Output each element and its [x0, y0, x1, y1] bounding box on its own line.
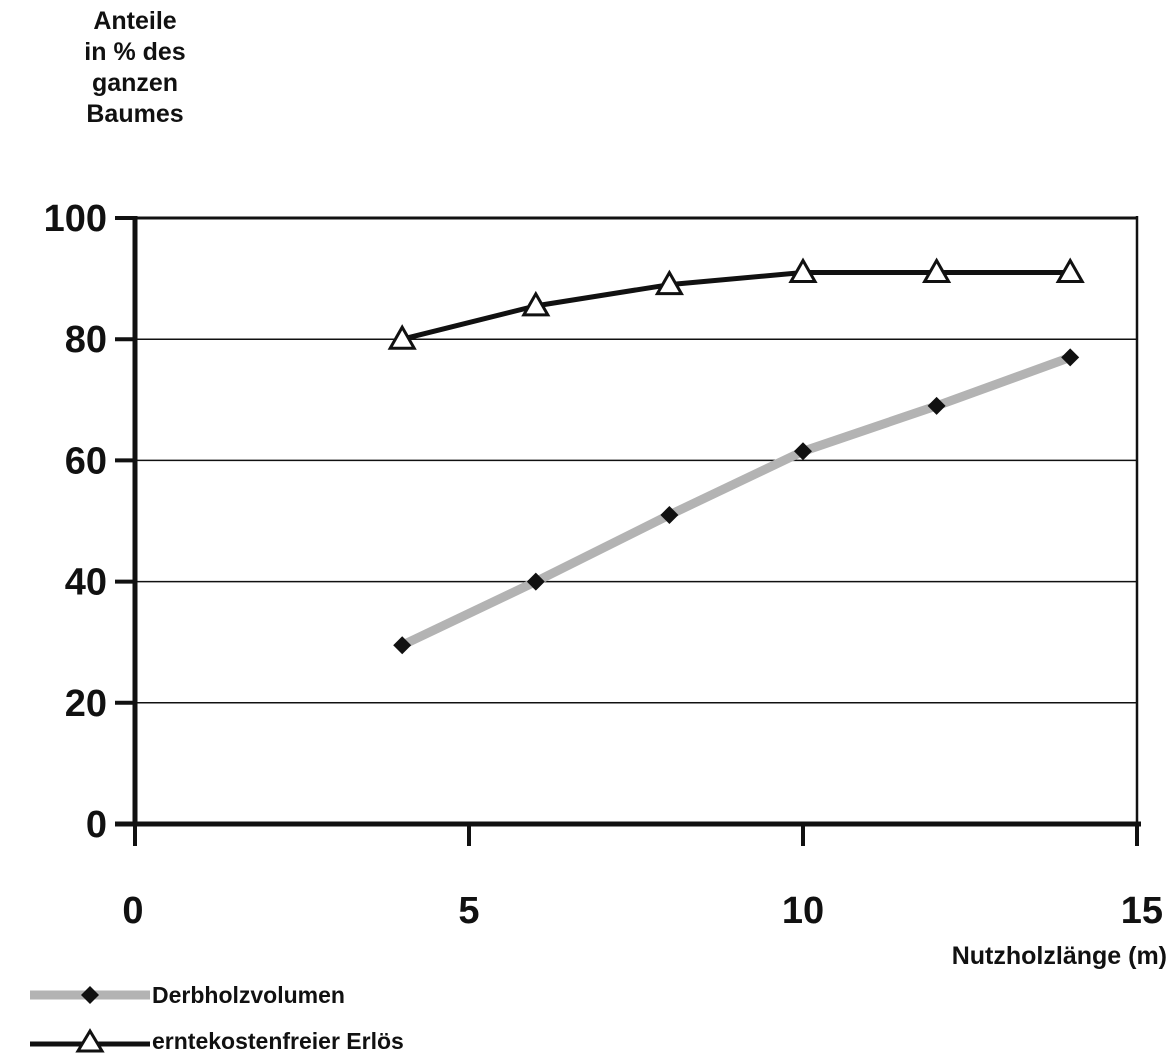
y-tick-label-20: 20	[65, 683, 107, 725]
series-0-point-4	[927, 396, 946, 415]
y-tick-label-100: 100	[44, 198, 107, 240]
gridlines	[135, 216, 1137, 704]
legend-label-derbholzvolumen: Derbholzvolumen	[152, 981, 345, 1008]
series-0-point-1	[526, 572, 545, 591]
tick-labels: 0 20 40 60 80 100 0 5 10 15	[44, 198, 1163, 932]
x-tick-label-10: 10	[782, 890, 824, 932]
legend-item-erntekostenfreier-erloes: erntekostenfreier Erlös	[30, 1026, 404, 1056]
series-1-point-0	[387, 324, 417, 350]
legend-label-erntekostenfreier-erloes: erntekostenfreier Erlös	[152, 1027, 404, 1054]
series-1-point-2	[654, 269, 684, 296]
series-0-line	[397, 352, 1075, 650]
x-axis-label: Nutzholzlänge (m)	[951, 942, 1167, 970]
series-1-line	[401, 270, 1071, 342]
x-tick-label-0: 0	[122, 890, 143, 932]
y-tick-label-0: 0	[86, 804, 107, 846]
series-1-point-1	[521, 290, 551, 317]
series-0-point-0	[393, 636, 412, 655]
series-0-point-3	[794, 442, 812, 461]
legend-swatch-derbholzvolumen	[30, 986, 150, 1004]
y-axis-label: Anteile in % des ganzen Baumes	[84, 7, 186, 128]
x-tick-label-5: 5	[458, 890, 479, 932]
series-0-point-2	[660, 505, 679, 524]
axes	[115, 216, 1141, 846]
y-tick-label-60: 60	[65, 440, 107, 482]
x-tick-label-15: 15	[1121, 890, 1163, 932]
legend-item-derbholzvolumen: Derbholzvolumen	[30, 980, 345, 1010]
series-1-point-4	[922, 257, 952, 284]
y-tick-label-40: 40	[65, 562, 107, 604]
series-1-point-5	[1055, 257, 1085, 284]
series-lines	[387, 257, 1085, 655]
y-tick-label-80: 80	[65, 319, 107, 361]
legend-swatch-erntekostenfreier-erloes	[30, 1028, 150, 1053]
series-1-point-3	[788, 257, 818, 284]
series-0-point-5	[1061, 348, 1080, 367]
